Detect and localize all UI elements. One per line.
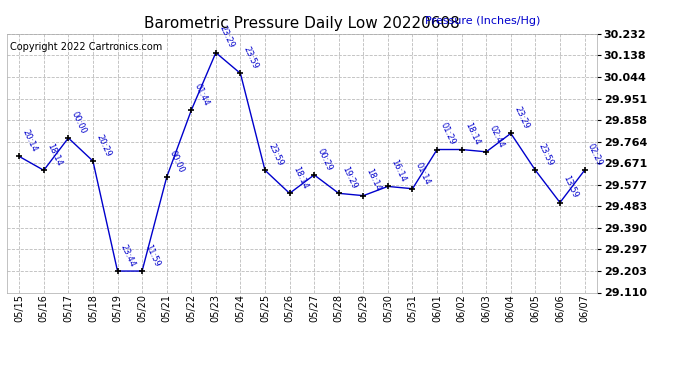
Text: Copyright 2022 Cartronics.com: Copyright 2022 Cartronics.com	[10, 42, 162, 51]
Text: 18:14: 18:14	[365, 167, 383, 193]
Text: 19:29: 19:29	[340, 165, 358, 190]
Title: Barometric Pressure Daily Low 20220608: Barometric Pressure Daily Low 20220608	[144, 16, 460, 31]
Text: 23:29: 23:29	[512, 105, 531, 130]
Text: 16:14: 16:14	[389, 158, 408, 184]
Text: 02:44: 02:44	[488, 124, 506, 149]
Text: 23:59: 23:59	[266, 142, 285, 168]
Text: 23:29: 23:29	[217, 24, 235, 50]
Text: 20:29: 20:29	[95, 133, 112, 158]
Text: 00:00: 00:00	[70, 110, 88, 135]
Text: 13:59: 13:59	[562, 174, 580, 200]
Text: 23:44: 23:44	[119, 243, 137, 268]
Text: 20:14: 20:14	[21, 128, 39, 154]
Text: 01:44: 01:44	[193, 82, 211, 108]
Text: Pressure (Inches/Hg): Pressure (Inches/Hg)	[425, 16, 541, 26]
Text: 18:14: 18:14	[291, 165, 309, 190]
Text: 11:59: 11:59	[144, 243, 161, 268]
Text: 00:00: 00:00	[168, 149, 186, 174]
Text: 18:14: 18:14	[463, 121, 482, 147]
Text: 00:29: 00:29	[315, 147, 334, 172]
Text: 02:29: 02:29	[586, 142, 604, 168]
Text: 23:59: 23:59	[537, 142, 555, 168]
Text: 18:14: 18:14	[45, 142, 63, 168]
Text: 23:59: 23:59	[241, 45, 260, 70]
Text: 01:29: 01:29	[438, 122, 457, 147]
Text: 01:14: 01:14	[414, 160, 432, 186]
